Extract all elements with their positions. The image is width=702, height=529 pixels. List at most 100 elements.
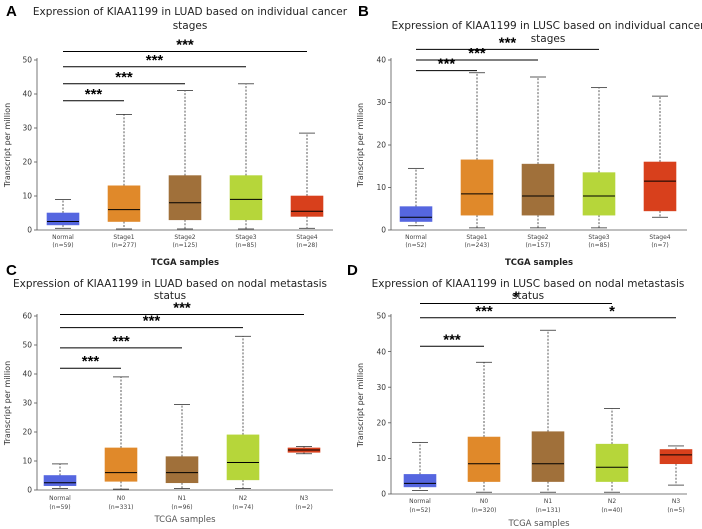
- panel-letter: B: [358, 3, 369, 20]
- category-label: N3: [672, 498, 680, 505]
- y-tick-label: 20: [22, 158, 32, 167]
- y-tick-label: 30: [22, 124, 32, 133]
- significance-label: ***: [85, 86, 103, 103]
- n-label: (n=85): [235, 242, 256, 249]
- n-label: (n=96): [171, 504, 192, 511]
- n-label: (n=331): [109, 504, 134, 511]
- significance-label: ***: [112, 333, 130, 350]
- box-n2: [595, 443, 629, 482]
- y-tick-label: 40: [376, 347, 386, 356]
- n-label: (n=40): [601, 507, 622, 514]
- category-label: N2: [608, 498, 616, 505]
- y-tick-label: 10: [376, 183, 386, 192]
- n-label: (n=243): [465, 242, 490, 249]
- chart-title-line-1: Expression of KIAA1199 in LUSC based on …: [392, 20, 702, 32]
- category-label: Normal: [49, 495, 71, 502]
- box-normal: [46, 212, 80, 226]
- significance-label: ***: [173, 300, 191, 317]
- y-axis-title: Transcript per million: [356, 363, 365, 448]
- box-stage1: [107, 185, 141, 222]
- y-axis-title: Transcript per million: [3, 361, 12, 446]
- significance-label: ***: [475, 303, 493, 320]
- n-label: (n=125): [173, 242, 198, 249]
- category-label: Stage4: [649, 234, 670, 241]
- x-axis-title: TCGA samples: [507, 519, 570, 529]
- category-label: Stage1: [466, 234, 487, 241]
- box-stage4: [290, 195, 324, 217]
- n-label: (n=74): [232, 504, 253, 511]
- y-tick-label: 30: [376, 98, 386, 107]
- n-label: (n=59): [52, 242, 73, 249]
- panel-letter: A: [6, 3, 17, 20]
- category-label: N0: [117, 495, 125, 502]
- n-label: (n=157): [526, 242, 551, 249]
- significance-label: ***: [176, 37, 194, 54]
- significance-label: *: [513, 289, 519, 306]
- category-label: Stage2: [527, 234, 548, 241]
- category-label: N1: [544, 498, 552, 505]
- n-label: (n=131): [536, 507, 561, 514]
- significance-label: ***: [115, 69, 133, 86]
- y-tick-label: 50: [376, 312, 386, 321]
- box-stage3: [229, 175, 263, 221]
- chart-title-line-1: Expression of KIAA1199 in LUAD based on …: [13, 278, 327, 290]
- box-n1: [531, 431, 565, 482]
- significance-label: ***: [499, 34, 517, 51]
- n-label: (n=2): [295, 504, 312, 511]
- y-axis-title: Transcript per million: [356, 103, 365, 188]
- category-label: N0: [480, 498, 488, 505]
- box-n1: [165, 456, 199, 484]
- n-label: (n=85): [588, 242, 609, 249]
- category-label: N2: [239, 495, 247, 502]
- significance-label: ***: [438, 56, 456, 73]
- n-label: (n=59): [49, 504, 70, 511]
- significance-label: ***: [143, 313, 161, 330]
- y-tick-label: 50: [22, 56, 32, 65]
- y-tick-label: 0: [27, 486, 32, 495]
- y-tick-label: 0: [381, 490, 386, 499]
- y-tick-label: 20: [376, 141, 386, 150]
- box-stage3: [582, 172, 616, 216]
- significance-label: ***: [468, 45, 486, 62]
- n-label: (n=7): [651, 242, 668, 249]
- n-label: (n=52): [409, 507, 430, 514]
- y-tick-label: 0: [27, 226, 32, 235]
- box-normal: [403, 474, 437, 488]
- x-axis-title: TCGA samples: [151, 258, 219, 268]
- y-tick-label: 10: [22, 457, 32, 466]
- significance-label: ***: [146, 52, 164, 69]
- significance-label: ***: [82, 353, 100, 370]
- category-label: Normal: [409, 498, 431, 505]
- category-label: Stage2: [174, 234, 195, 241]
- n-label: (n=52): [405, 242, 426, 249]
- category-label: Stage3: [235, 234, 256, 241]
- y-axis-title: Transcript per million: [3, 103, 12, 188]
- chart-title-line-2: stages: [531, 33, 566, 45]
- x-axis-title: TCGA samples: [153, 515, 216, 525]
- category-label: N3: [300, 495, 308, 502]
- box-n3: [659, 449, 693, 465]
- box-stage2: [168, 175, 202, 221]
- chart-title-line-2: stages: [173, 20, 208, 32]
- box-n0: [104, 447, 138, 482]
- box-normal: [399, 206, 433, 222]
- n-label: (n=277): [112, 242, 137, 249]
- category-label: Stage1: [113, 234, 134, 241]
- box-normal: [43, 475, 77, 486]
- n-label: (n=320): [472, 507, 497, 514]
- chart-title-line-2: status: [512, 290, 544, 302]
- category-label: Stage3: [588, 234, 609, 241]
- y-tick-label: 20: [22, 428, 32, 437]
- panel-letter: C: [6, 262, 17, 279]
- significance-label: *: [609, 303, 615, 320]
- chart-title-line-2: status: [154, 290, 186, 302]
- y-tick-label: 30: [22, 399, 32, 408]
- y-tick-label: 60: [22, 312, 32, 321]
- chart-title-line-1: Expression of KIAA1199 in LUAD based on …: [33, 6, 348, 18]
- y-tick-label: 40: [22, 90, 32, 99]
- box-n0: [467, 436, 501, 482]
- box-n2: [226, 434, 260, 481]
- significance-label: ***: [443, 331, 461, 348]
